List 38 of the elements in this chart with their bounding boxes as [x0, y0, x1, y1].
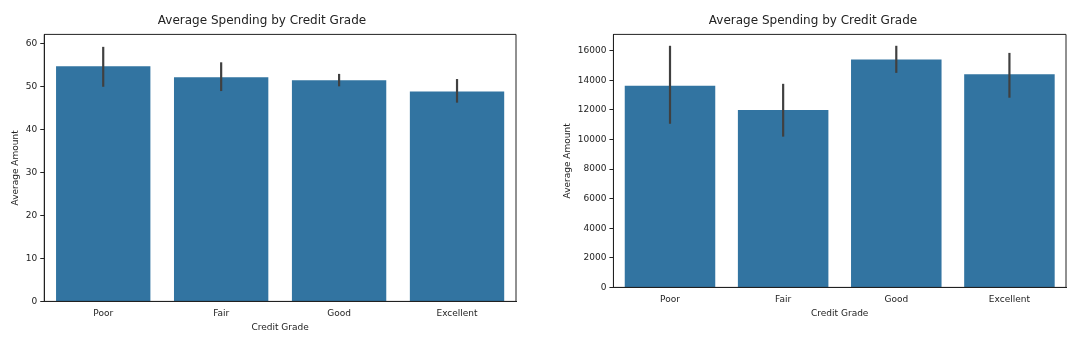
- y-tick-label: 14000: [577, 74, 607, 85]
- y-axis-title: Average Amount: [9, 129, 20, 206]
- bar: [409, 91, 505, 301]
- y-tick-label: 0: [600, 281, 607, 292]
- x-tick-label: Excellent: [436, 308, 479, 319]
- x-tick-label: Good: [327, 308, 351, 319]
- y-tick-label: 50: [25, 81, 38, 92]
- y-tick-label: 16000: [577, 45, 607, 56]
- y-tick-label: 40: [25, 124, 38, 135]
- x-tick-label: Excellent: [988, 294, 1031, 305]
- y-tick-label: 4000: [583, 222, 607, 233]
- y-tick-label: 2000: [583, 252, 607, 263]
- y-tick-label: 0: [31, 295, 38, 306]
- bar: [291, 80, 387, 301]
- x-tick-label: Poor: [93, 308, 114, 319]
- x-tick-label: Fair: [213, 308, 230, 319]
- y-tick-label: 8000: [583, 163, 607, 174]
- y-tick-label: 10000: [577, 133, 607, 144]
- x-axis-title: Credit Grade: [251, 321, 310, 332]
- y-tick-label: 20: [25, 209, 38, 220]
- x-axis-title: Credit Grade: [811, 307, 869, 318]
- y-tick-label: 12000: [577, 104, 607, 115]
- x-tick-label: Poor: [660, 294, 681, 305]
- y-tick-label: 30: [25, 166, 38, 177]
- bar: [851, 59, 942, 287]
- bar: [624, 85, 716, 287]
- bar: [737, 110, 829, 287]
- bar: [173, 77, 269, 301]
- chart-title: Average Spending by Credit Grade: [157, 13, 367, 28]
- chart-title: Average Spending by Credit Grade: [708, 13, 918, 28]
- bar: [964, 74, 1055, 287]
- x-tick-label: Fair: [775, 294, 792, 305]
- y-tick-label: 60: [25, 38, 38, 49]
- bar: [56, 66, 151, 301]
- y-tick-label: 10: [25, 252, 38, 263]
- y-axis-title: Average Amount: [561, 122, 572, 199]
- y-tick-label: 6000: [583, 192, 607, 203]
- x-tick-label: Good: [884, 294, 909, 305]
